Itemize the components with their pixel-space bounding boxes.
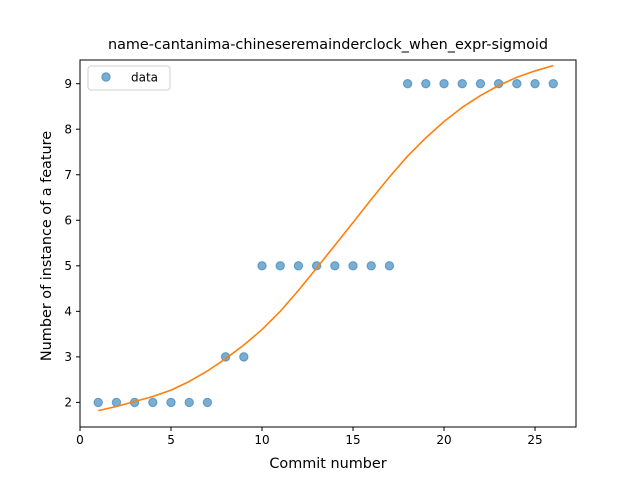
x-axis-label: Commit number [269, 456, 386, 472]
y-tick-label: 2 [64, 396, 72, 410]
data-point [184, 397, 194, 408]
data-point [548, 78, 558, 89]
data-point [275, 261, 285, 271]
data-point [366, 261, 376, 271]
data-point [220, 352, 231, 362]
x-tick-label: 25 [527, 433, 542, 447]
data-point [530, 78, 540, 89]
data-point [148, 397, 158, 408]
data-point [421, 78, 431, 89]
x-tick-label: 20 [436, 433, 451, 447]
data-point [475, 78, 486, 89]
data-point [348, 261, 358, 271]
axes-layer: 0 5 10 15 20 25 2 3 4 5 6 7 8 9 [64, 59, 577, 447]
data-point [439, 78, 449, 89]
y-tick-label: 7 [64, 168, 72, 182]
x-tick-label: 15 [345, 433, 360, 447]
data-point [166, 397, 176, 408]
y-tick-label: 4 [64, 305, 72, 319]
legend-label: data [131, 71, 158, 85]
data-point [311, 261, 322, 271]
y-tick-label: 5 [64, 259, 72, 273]
y-tick-label: 3 [64, 350, 72, 364]
x-tick-label: 0 [76, 433, 84, 447]
data-point [384, 261, 395, 271]
legend: data [87, 65, 171, 91]
x-tick-label: 5 [167, 433, 175, 447]
data-point [512, 78, 522, 89]
marks-layer [93, 64, 558, 412]
legend-box [87, 65, 171, 91]
legend-marker [101, 72, 111, 82]
x-tick-label: 10 [254, 433, 269, 447]
y-axis-label: Number of instance of a feature [39, 131, 55, 361]
data-point [93, 397, 103, 408]
data-point [457, 78, 467, 89]
y-tick-label: 9 [64, 77, 72, 91]
y-tick-label: 8 [64, 123, 72, 137]
data-point [402, 78, 413, 89]
y-tick-label: 6 [64, 214, 72, 228]
plot-frame [79, 59, 577, 428]
data-point [257, 261, 267, 271]
data-point [202, 397, 213, 408]
chart-title: name-cantanima-chineseremainderclock_whe… [108, 37, 548, 53]
fit-line [98, 64, 554, 412]
data-point [293, 261, 304, 271]
data-point [239, 352, 249, 362]
data-point [330, 261, 340, 271]
